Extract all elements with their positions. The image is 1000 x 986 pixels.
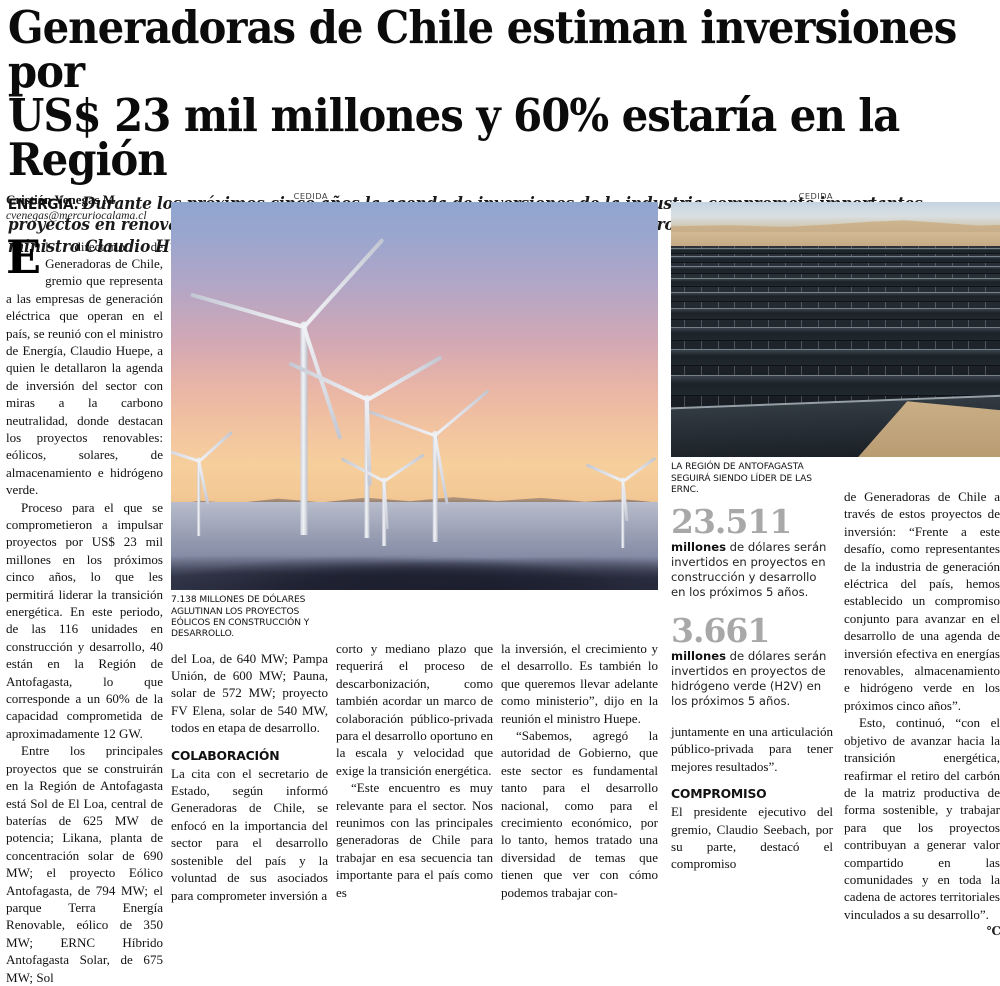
pullquote-unit: millones <box>671 540 726 555</box>
pullquote-body: de dólares serán invertidos en proyectos… <box>671 649 827 708</box>
photo-credit: CEDIDA <box>293 191 328 201</box>
solar-panel-array <box>671 246 1000 458</box>
newspaper-page: Generadoras de Chile estiman inversiones… <box>0 5 1000 985</box>
byline-author: Cristián Venegas M. <box>6 192 119 207</box>
paragraph: de Generadoras de Chile a través de esto… <box>844 489 1000 713</box>
pullquote-number: 3.661 <box>671 611 770 651</box>
subheading: COLABORACIÓN <box>171 747 280 763</box>
paragraph: La cita con el secretario de Estado, seg… <box>171 765 328 903</box>
headline-line-2: US$ 23 mil millones y 60% estaría en la … <box>7 89 900 187</box>
page-title: Generadoras de Chile estiman inversiones… <box>6 5 1000 187</box>
paragraph: Entre los principales proyectos que se c… <box>6 743 163 985</box>
photo-caption: 7.138 MILLONES DE DÓLARES AGLUTINAN LOS … <box>171 595 310 640</box>
column-5: CEDIDA <box>671 191 1000 873</box>
snowy-ground <box>171 502 658 591</box>
desert-floor <box>671 232 1000 249</box>
paragraph: Proceso para el que se comprometieron a … <box>6 499 163 741</box>
paragraph: la inversión, el crecimiento y el desarr… <box>501 641 658 726</box>
paragraph: “Sabemos, agregó la autoridad de Gobiern… <box>501 728 658 900</box>
pullquote-text: millones de dólares serán invertidos en … <box>671 649 833 709</box>
paragraph: El presidente ejecutivo del gremio, Clau… <box>671 804 833 872</box>
headline-line-1: Generadoras de Chile estiman inversiones… <box>7 1 957 99</box>
section-kicker: ENERGÍA. <box>7 197 79 214</box>
pullquote-text: millones de dólares serán invertidos en … <box>671 540 833 600</box>
paragraph: “Este encuentro es muy relevante para el… <box>336 780 493 900</box>
paragraph: del Loa, de 640 MW; Pampa Unión, de 600 … <box>171 650 328 736</box>
pullquote-number: 23.511 <box>671 502 792 542</box>
end-mark-icon: ℃ <box>986 924 1000 939</box>
paragraph-text: Esto, continuó, “con el objetivo de avan… <box>844 715 1000 922</box>
paragraph: juntamente en una articulación público-p… <box>671 723 833 774</box>
column-6: de Generadoras de Chile a través de esto… <box>844 488 1000 939</box>
paragraph: corto y mediano plazo que requerirá el p… <box>336 641 493 778</box>
column-2: CEDIDA <box>171 191 658 904</box>
photo-credit: CEDIDA <box>798 191 833 201</box>
photo-caption: LA REGIÓN DE ANTOFAGASTA SEGUIRÁ SIENDO … <box>671 462 812 495</box>
column-4: la inversión, el crecimiento y el desarr… <box>501 640 658 901</box>
paragraph: El directorio de Generadoras de Chile, g… <box>6 229 163 498</box>
column-1: Cristián Venegas M. cvenegas@mercuriocal… <box>6 192 163 986</box>
article-grid: Cristián Venegas M. cvenegas@mercuriocal… <box>6 192 1000 985</box>
pullquote-unit: millones <box>671 649 726 664</box>
pullquote-body: de dólares serán invertidos en proyectos… <box>671 540 827 600</box>
wind-turbines-photo <box>171 202 658 591</box>
paragraph: Esto, continuó, “con el objetivo de avan… <box>844 714 1000 938</box>
column-3: corto y mediano plazo que requerirá el p… <box>336 640 493 901</box>
subheading: COMPROMISO <box>671 786 767 802</box>
byline-email: cvenegas@mercuriocalama.cl <box>6 208 147 222</box>
solar-farm-photo <box>671 202 1000 458</box>
